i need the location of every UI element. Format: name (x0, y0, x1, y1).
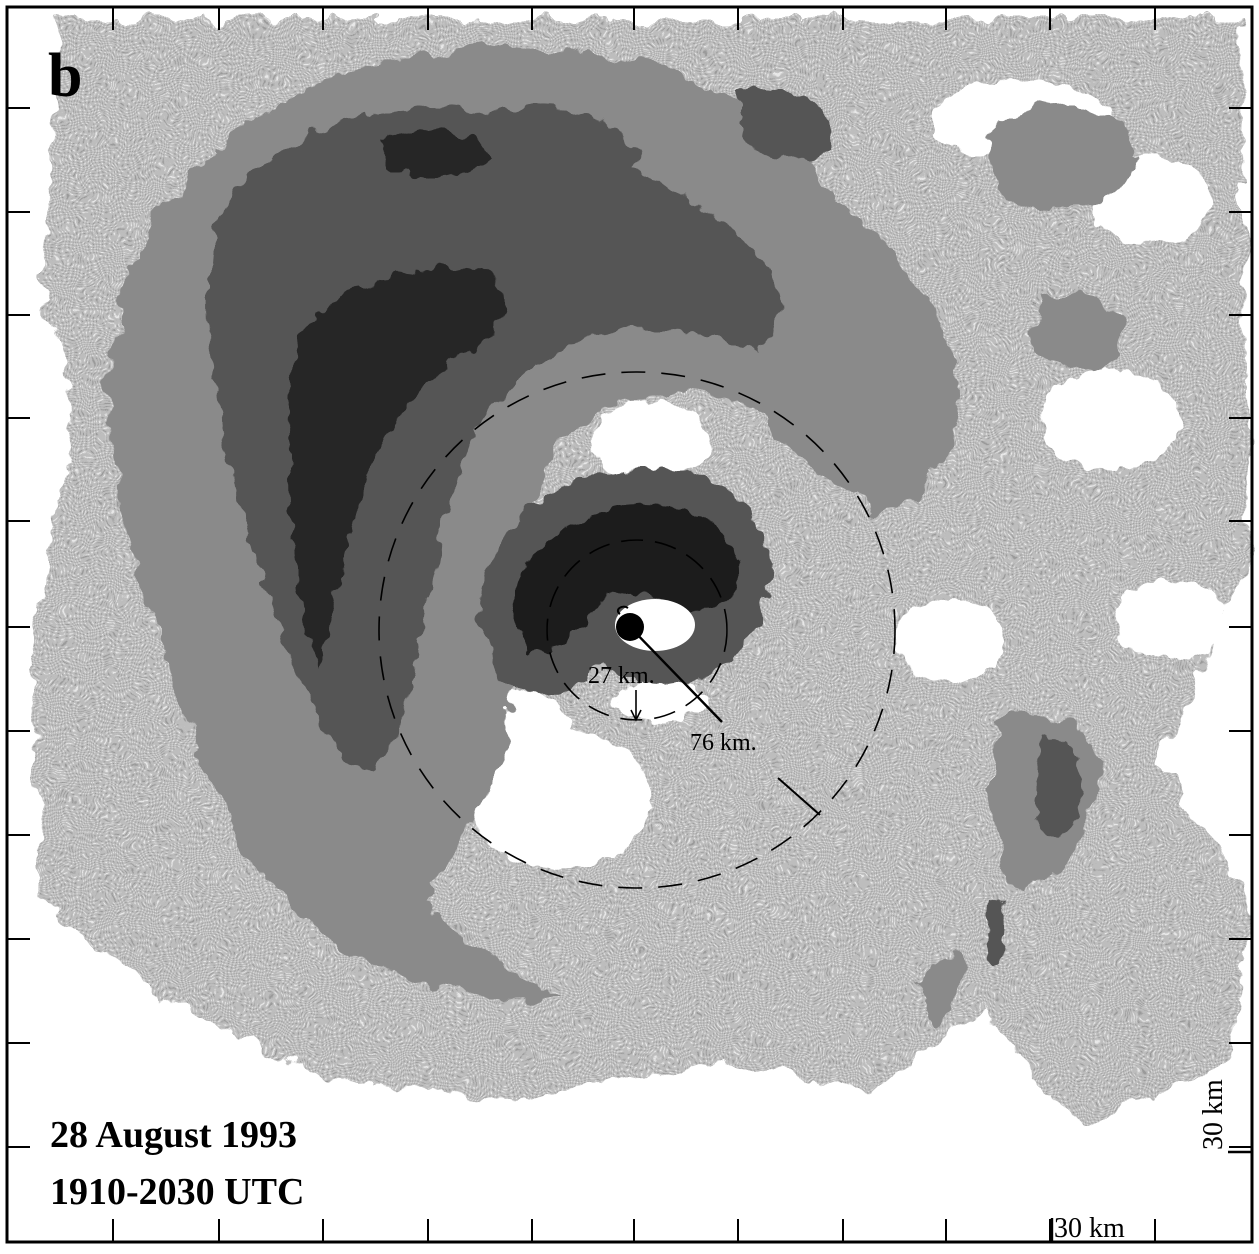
vertical-scale-label: 30 km (1198, 1079, 1229, 1150)
outer-radius-line (629, 626, 723, 723)
horizontal-scale-label: 30 km (1054, 1213, 1125, 1244)
map-frame (5, 5, 1254, 1244)
storm-center-tail-icon (616, 605, 629, 615)
caption-time: 1910-2030 UTC (50, 1171, 304, 1213)
frame-ticks (7, 7, 1252, 1242)
strong-echo-band (209, 88, 1081, 967)
inner-radius-arrowhead-icon (630, 709, 642, 722)
intense-echo-band (290, 129, 506, 670)
caption-date: 28 August 1993 (50, 1114, 297, 1156)
inner-range-circle (547, 540, 727, 720)
outer-range-circle (378, 371, 896, 889)
panel-letter: b (48, 42, 82, 110)
outer-radius-line-tail (777, 777, 821, 816)
outer-radius-label: 76 km. (690, 730, 757, 756)
inner-radius-label: 27 km. (588, 663, 655, 689)
eyewall (480, 468, 770, 694)
